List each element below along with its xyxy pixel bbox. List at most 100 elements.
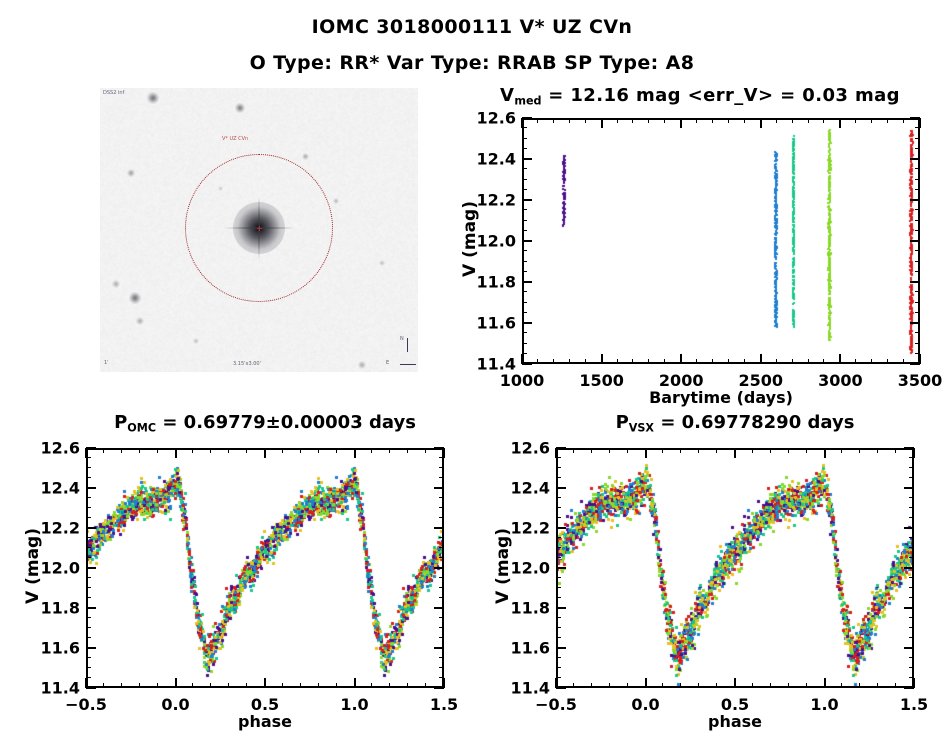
y-minor-tick [915, 260, 920, 262]
x-minor-tick [590, 448, 592, 453]
x-tick-label: 2000 [658, 371, 704, 390]
x-minor-tick [680, 683, 682, 688]
y-minor-tick [86, 617, 91, 618]
x-tick [839, 354, 842, 364]
x-minor-tick [407, 683, 409, 688]
phase-omc-title-subscript: OMC [127, 421, 157, 435]
y-minor-tick [556, 587, 561, 588]
orientation-north-label: N [400, 336, 404, 342]
y-tick [904, 687, 914, 689]
y-minor-tick [556, 507, 561, 508]
y-minor-tick [915, 291, 920, 293]
y-tick-label: 12.6 [476, 108, 516, 128]
y-minor-tick [86, 597, 91, 598]
x-minor-tick [407, 448, 409, 453]
x-minor-tick [156, 683, 158, 688]
x-minor-tick [156, 448, 158, 453]
y-minor-tick [86, 547, 91, 548]
y-minor-tick [439, 677, 444, 678]
x-minor-tick [389, 448, 391, 453]
y-minor-tick [556, 577, 561, 578]
x-minor-tick [626, 683, 628, 688]
x-minor-tick [662, 448, 664, 453]
x-tick [913, 678, 915, 688]
x-tick [759, 118, 762, 128]
y-minor-tick [909, 497, 914, 498]
y-minor-tick [86, 477, 91, 478]
y-minor-tick [439, 467, 444, 468]
y-minor-tick [909, 657, 914, 658]
y-minor-tick [86, 537, 91, 538]
y-minor-tick [86, 677, 91, 678]
y-tick-label: 11.6 [40, 638, 80, 658]
y-minor-tick [439, 537, 444, 538]
x-minor-tick [712, 359, 714, 364]
x-minor-tick [696, 118, 698, 123]
y-tick [522, 158, 532, 160]
x-minor-tick [727, 118, 729, 123]
y-minor-tick [909, 507, 914, 508]
y-minor-tick [522, 168, 527, 170]
x-minor-tick [572, 448, 574, 453]
x-minor-tick [664, 359, 666, 364]
x-tick-label: 1.5 [429, 695, 459, 714]
x-minor-tick [317, 448, 319, 453]
x-tick [644, 678, 647, 688]
finder-chart: DSS2 inf V* UZ CVn 3.15'x3.00' N E 1' [100, 88, 418, 372]
x-minor-tick [371, 448, 373, 453]
y-minor-tick [915, 137, 920, 139]
x-minor-tick [228, 448, 230, 453]
y-minor-tick [556, 477, 561, 478]
y-minor-tick [915, 229, 920, 231]
y-tick [434, 687, 444, 689]
y-minor-tick [522, 352, 527, 354]
y-minor-tick [86, 557, 91, 558]
x-minor-tick [246, 448, 248, 453]
y-tick-label: 12.4 [510, 478, 550, 498]
x-tick [600, 354, 603, 364]
phase-omc-canvas [88, 450, 442, 686]
y-minor-tick [909, 597, 914, 598]
x-tick-label: 2500 [738, 371, 784, 390]
y-minor-tick [556, 497, 561, 498]
y-tick-label: 11.6 [510, 638, 550, 658]
y-tick [86, 487, 96, 489]
y-minor-tick [86, 657, 91, 658]
x-tick [839, 118, 842, 128]
x-minor-tick [751, 683, 753, 688]
y-tick [910, 117, 920, 119]
y-minor-tick [522, 219, 527, 221]
vmed-summary-line: Vmed = 12.16 mag <err_V> = 0.03 mag [470, 85, 930, 107]
y-tick [556, 567, 566, 569]
x-minor-tick [281, 448, 283, 453]
x-minor-tick [855, 359, 857, 364]
y-tick [904, 527, 914, 529]
x-minor-tick [552, 118, 554, 123]
y-tick [522, 240, 532, 242]
y-tick [522, 322, 532, 324]
x-tick-label: 1500 [579, 371, 624, 390]
x-minor-tick [568, 118, 570, 123]
y-minor-tick [909, 627, 914, 628]
x-tick-label: 1.0 [810, 695, 839, 714]
field-star [333, 198, 339, 204]
x-minor-tick [102, 448, 104, 453]
x-minor-tick [120, 683, 122, 688]
y-tick [434, 487, 444, 489]
y-minor-tick [915, 270, 920, 272]
x-tick [555, 448, 557, 458]
x-minor-tick [662, 683, 664, 688]
x-tick-label: 1.0 [340, 695, 369, 714]
x-minor-tick [228, 683, 230, 688]
x-tick-label: 0.5 [250, 695, 280, 714]
y-tick-label: 11.4 [510, 678, 550, 698]
x-minor-tick [680, 448, 682, 453]
y-minor-tick [909, 677, 914, 678]
y-minor-tick [86, 667, 91, 668]
x-minor-tick [823, 359, 825, 364]
x-minor-tick [716, 448, 718, 453]
x-tick [174, 448, 177, 458]
timeseries-plot-frame [522, 118, 920, 364]
x-minor-tick [727, 359, 729, 364]
y-minor-tick [909, 587, 914, 588]
